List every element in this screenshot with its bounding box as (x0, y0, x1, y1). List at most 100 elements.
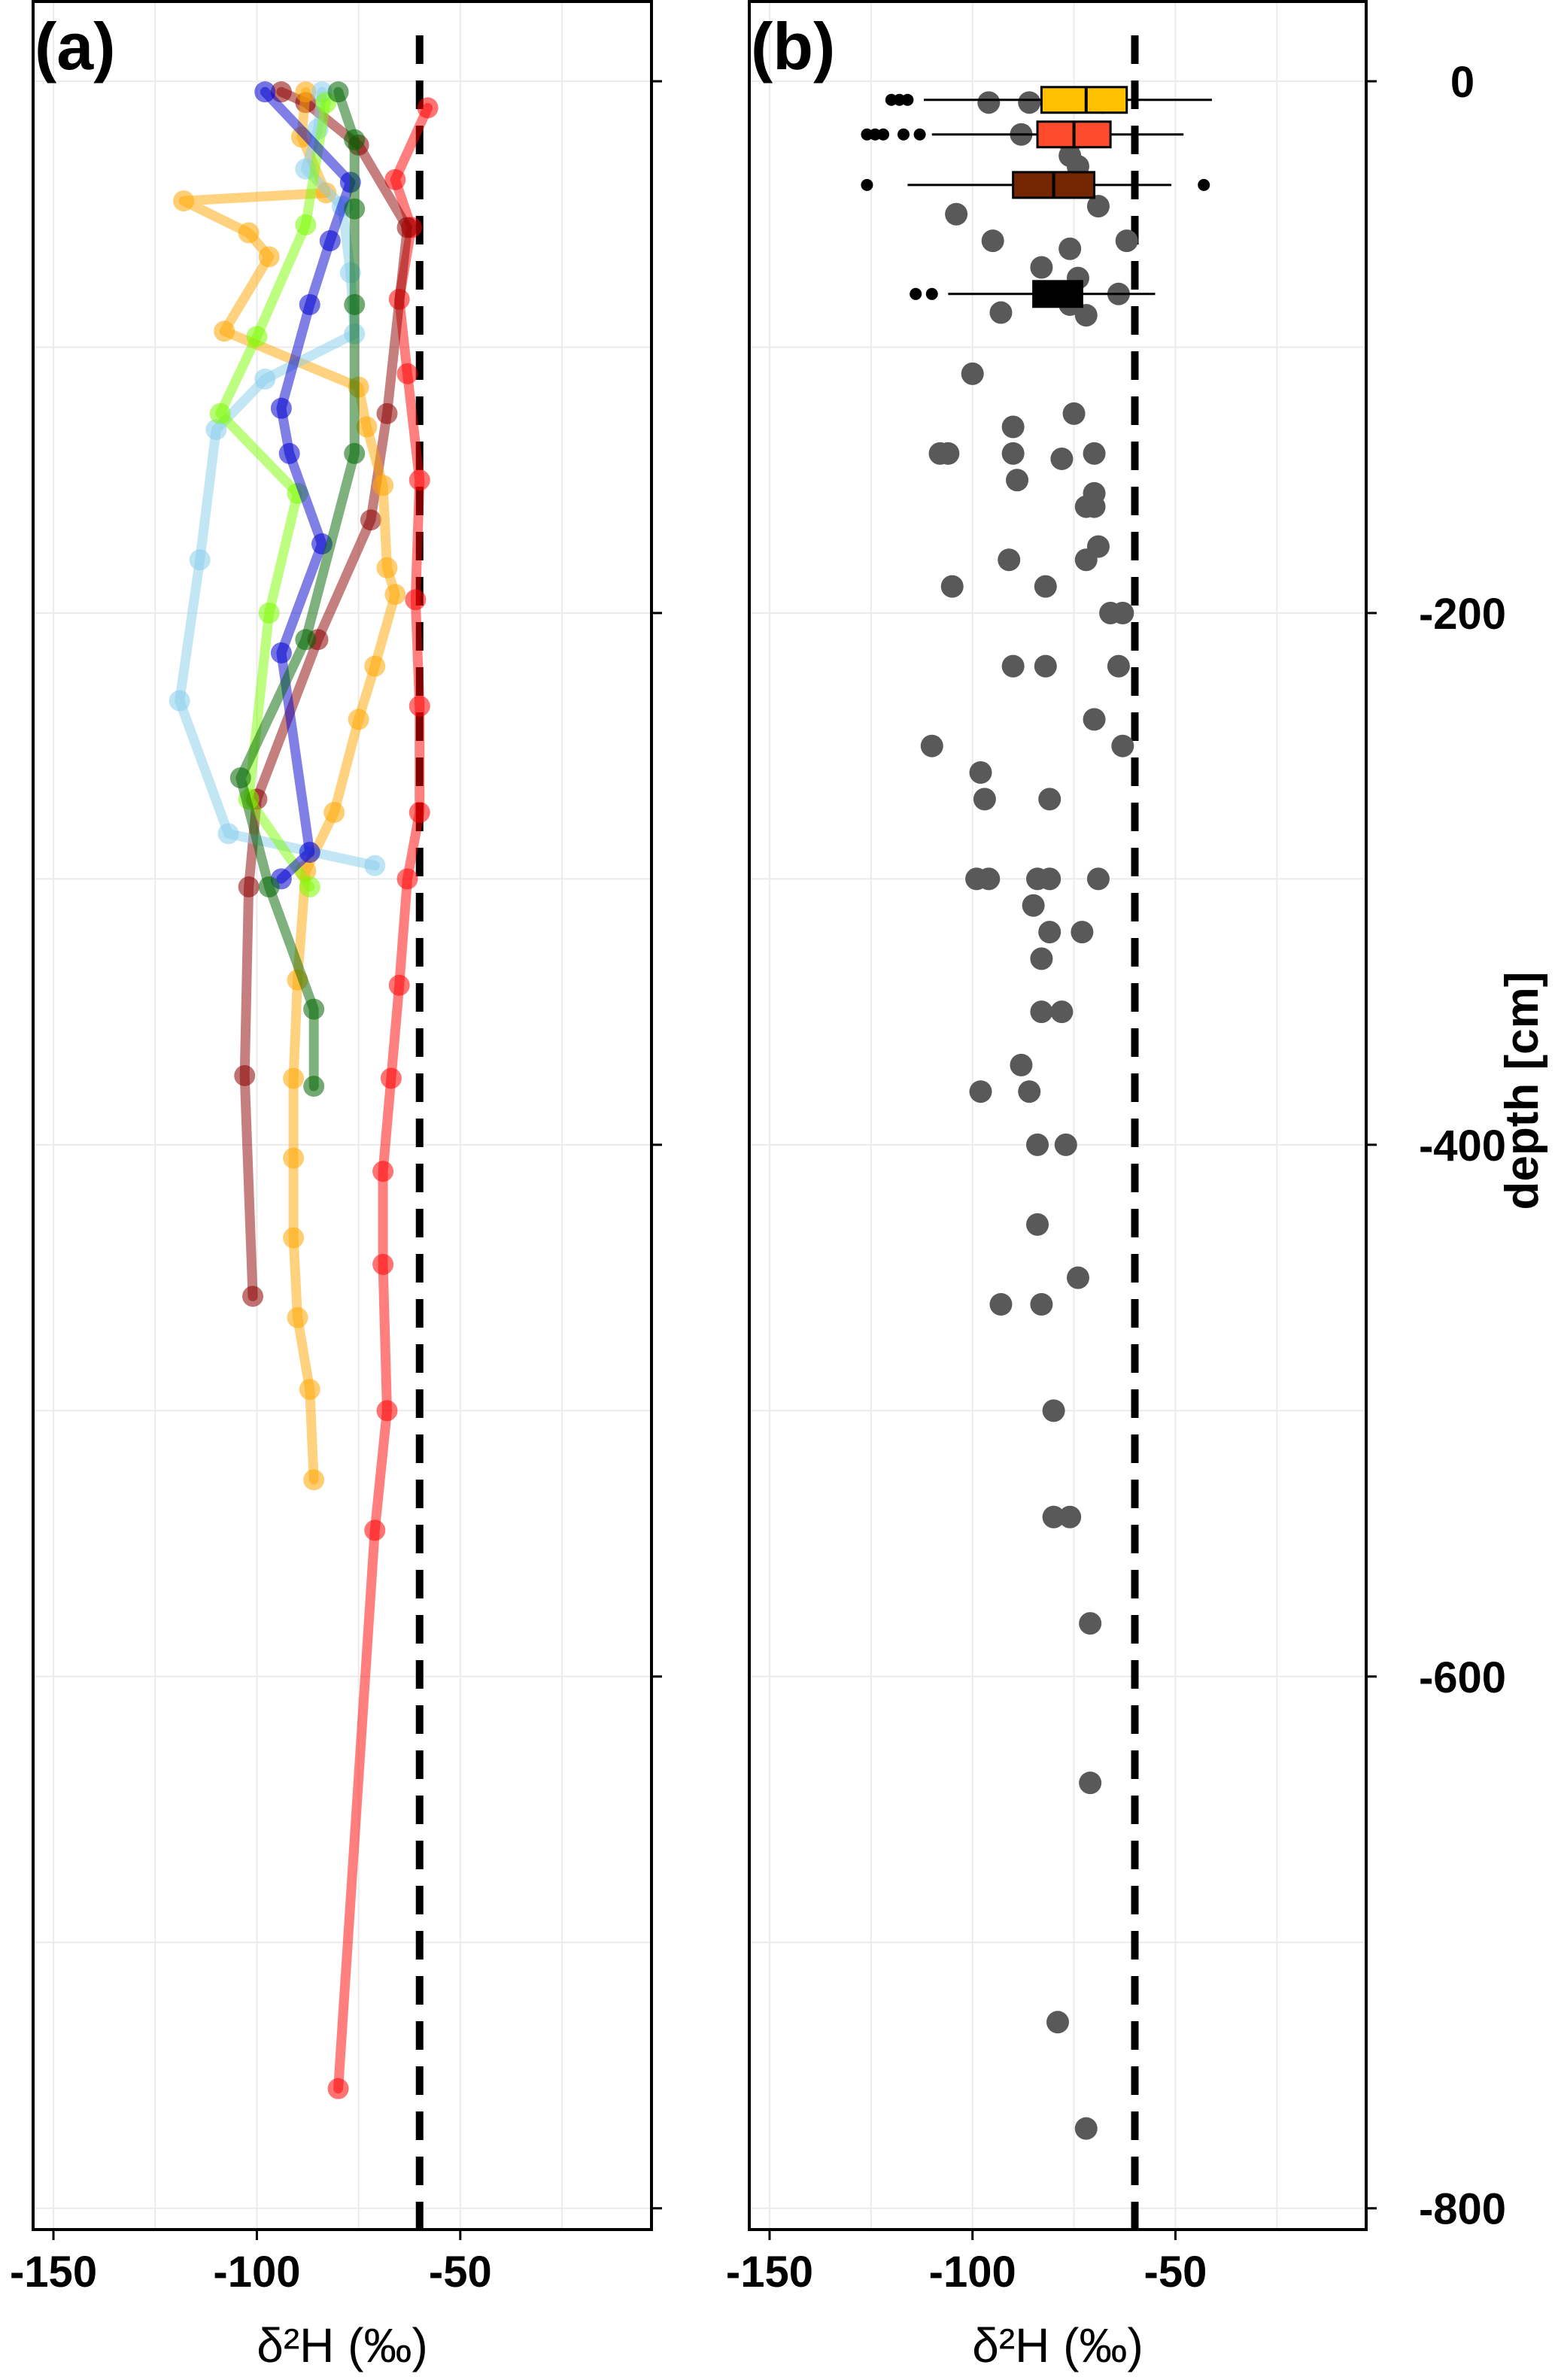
scatter-point (1038, 788, 1061, 811)
scatter-point (1074, 2117, 1098, 2140)
boxplot-outlier (1198, 178, 1210, 191)
scatter-point (1079, 1771, 1102, 1795)
series-point (348, 709, 369, 730)
boxplot-outlier (861, 178, 873, 191)
scatter-point (1058, 237, 1082, 260)
scatter-point (1030, 947, 1053, 970)
series-point (327, 2078, 349, 2099)
panel-frame (32, 0, 653, 2231)
series-point (287, 1307, 308, 1328)
scatter-point (998, 548, 1021, 572)
series-point (364, 1519, 386, 1541)
scatter-point (1046, 2011, 1069, 2034)
y-tick-label: -200 (1419, 590, 1506, 639)
series-point (295, 81, 317, 103)
scatter-point (1083, 442, 1106, 465)
series-point (408, 695, 430, 717)
series-point (408, 802, 430, 824)
scatter-point (1050, 447, 1074, 470)
series-point (189, 549, 211, 571)
y-tick-label: -600 (1419, 1653, 1506, 1702)
scatter-point (1115, 229, 1138, 253)
series-point (254, 368, 276, 390)
series-point (376, 1400, 398, 1422)
panel-label: (b) (751, 9, 835, 83)
scatter-point (1074, 548, 1098, 572)
series-point (408, 469, 430, 491)
series-point (258, 876, 280, 898)
scatter-point (1054, 1133, 1077, 1156)
series-point (299, 876, 320, 898)
scatter-point (1034, 575, 1057, 598)
series-point (396, 868, 418, 890)
series-point (238, 876, 260, 898)
scatter-point (1006, 469, 1029, 492)
x-axis-label: δ²H (‰) (257, 2318, 428, 2372)
boxplot-box (1032, 280, 1083, 308)
scatter-point (1001, 654, 1025, 678)
series-point (372, 1161, 394, 1182)
scatter-point (1079, 1612, 1102, 1635)
boxplot-outlier (861, 128, 873, 141)
scatter-point (973, 788, 996, 811)
scatter-point (945, 202, 968, 226)
series-line (260, 87, 356, 884)
scatter-point (1030, 256, 1053, 279)
series-point (323, 802, 345, 824)
x-tick-label: -50 (1144, 2248, 1207, 2297)
panel-a: -150 -100 -50 (a) δ²H (‰) (10, 0, 662, 2372)
x-tick-label: -150 (10, 2248, 97, 2297)
scatter-point (1086, 867, 1110, 891)
series-point (360, 509, 381, 531)
shared-y-axis-label: depth [cm] (1496, 972, 1548, 1210)
scatter-point (1062, 402, 1086, 425)
scatter-point (1050, 1000, 1074, 1024)
series-point (238, 222, 260, 244)
series-point (319, 230, 341, 252)
scatter-point (1083, 495, 1106, 518)
scatter-point (1042, 1399, 1065, 1422)
series-point (234, 1064, 256, 1086)
scatter-point (1026, 1133, 1049, 1156)
series-point (303, 1076, 325, 1097)
scatter-point (1111, 734, 1134, 757)
series-point (229, 767, 251, 789)
scatter-point (1083, 708, 1106, 731)
boxplot-outlier (913, 128, 926, 141)
scatter-point (1034, 654, 1057, 678)
scatter-point (940, 575, 964, 598)
series-point (270, 642, 292, 663)
series-point (417, 97, 439, 119)
series-point (295, 214, 317, 235)
series-point (344, 293, 366, 315)
scatter-point (1026, 1213, 1049, 1236)
x-tick-label: -100 (213, 2248, 300, 2297)
panel-b: -150 -100 -50 0 -200 -400 -600 -800 (b) δ²H (‰) (726, 0, 1506, 2372)
series-point (242, 1286, 264, 1307)
scatter-point (961, 362, 984, 385)
scatter-point (969, 1080, 992, 1103)
scatter-point (989, 301, 1013, 324)
series-point (169, 690, 190, 712)
scatter-point (1042, 1505, 1065, 1528)
series-point (396, 363, 418, 384)
series-point (270, 397, 292, 419)
scatter-point (1107, 654, 1130, 678)
scatter-point (1030, 1292, 1053, 1316)
scatter-point (1022, 894, 1045, 917)
boxplot-outlier (910, 287, 922, 300)
scatter-point (1038, 867, 1061, 891)
series-point (356, 416, 378, 438)
series-point (283, 1147, 305, 1169)
scatter-point (1001, 415, 1025, 439)
series-point (246, 326, 268, 348)
series-point (303, 1469, 325, 1491)
series-line (215, 97, 331, 892)
series-point (384, 168, 406, 190)
x-tick-label: -150 (726, 2248, 813, 2297)
scatter-point (1086, 195, 1110, 218)
series-point (303, 998, 325, 1020)
panel-frame (748, 0, 1368, 2231)
